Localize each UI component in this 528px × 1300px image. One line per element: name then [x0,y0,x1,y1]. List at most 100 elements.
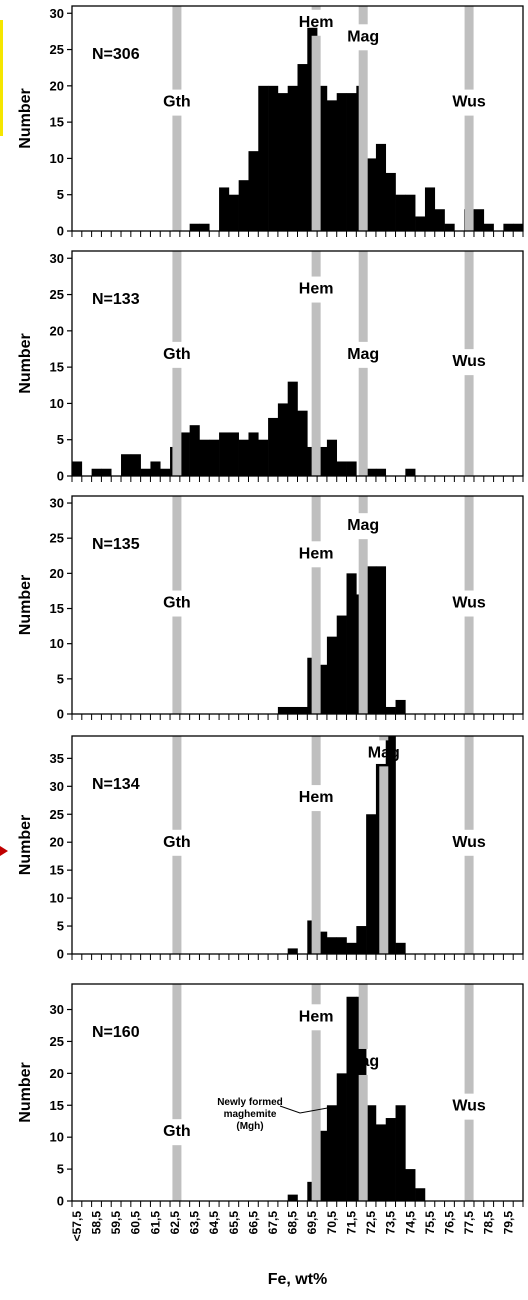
phase-band-hem [311,6,321,10]
histogram-bar [179,432,190,476]
histogram-bar [297,706,308,714]
phase-band-mag [379,736,389,741]
histogram-bar [228,432,239,476]
histogram-bar [336,937,347,954]
phase-band-hem [311,35,321,231]
phase-band-mag [358,1074,368,1201]
y-tick-label: 5 [57,1162,64,1177]
histogram-bar [405,468,416,476]
histogram-panel-5: Gth Hem Mag Wus 0 5 10 15 20 25 30 Number N=160 Newly… [17,983,524,1209]
phase-band-gth [172,251,182,342]
histogram-bar [336,461,347,476]
phase-label-hem: Hem [299,545,334,562]
y-tick-label: 15 [50,1098,64,1113]
panel-frame [71,983,524,1202]
y-tick-label: 25 [50,287,64,302]
histogram-bar [415,1188,426,1201]
phase-band-hem [311,811,321,954]
histogram-panel-4: Gth Hem Mag Wus 0 5 10 15 20 25 30 35 Number N=134 [17,735,524,962]
y-tick-label: 20 [50,1066,64,1081]
phase-label-gth: Gth [163,834,191,851]
y-tick-label: 5 [57,671,64,686]
y-tick-label: 25 [50,807,64,822]
histogram-bar [317,664,328,714]
histogram-bar [336,615,347,714]
x-tick-label: 59,5 [109,1211,123,1235]
phase-band-gth [172,616,182,714]
sample-count-label: N=306 [92,46,140,63]
histogram-bar [91,468,102,476]
maghemite-annotation-text: Newly formed [217,1097,283,1108]
histogram-bar [346,573,357,714]
x-tick-label: 62,5 [168,1211,182,1235]
histogram-bar [366,468,377,476]
histogram-bar [375,1124,387,1201]
histogram-bar [101,468,112,476]
x-tick-label: 61,5 [148,1211,162,1235]
phase-band-wus [464,375,474,476]
phase-band-hem [311,984,321,1005]
phase-band-hem [311,496,321,542]
y-tick-label: 30 [50,251,64,266]
phase-band-gth [172,736,182,830]
phase-label-wus: Wus [452,1098,486,1115]
histogram-bar [346,942,357,954]
x-tick-label: 67,5 [266,1211,280,1235]
y-tick-label: 0 [57,947,64,962]
y-tick-label: 10 [50,1130,64,1145]
histogram-bar [503,223,514,231]
histogram-panel-1: Gth Hem Mag Wus 0 5 10 15 20 25 30 Number N=306 [17,5,524,239]
histogram-bar [248,151,259,231]
y-tick-label: 0 [57,469,64,484]
y-tick-label: 5 [57,919,64,934]
histogram-bar [366,566,377,714]
histogram-panel-3: Gth Hem Mag Wus 0 5 10 15 20 25 30 Number N=135 [17,495,524,722]
x-tick-label: 64,5 [207,1211,221,1235]
phase-band-mag [379,766,389,954]
histogram-bar [326,100,338,231]
phase-label-hem: Hem [299,14,334,31]
histogram-bar [395,1105,406,1201]
phase-band-gth [172,1145,182,1201]
x-tick-label: 72,5 [364,1211,378,1235]
histogram-bar [424,187,436,231]
histogram-bar [199,223,210,231]
histogram-bar [258,85,269,231]
left-margin-yellow-mark [0,20,3,136]
sample-count-label: N=133 [92,291,140,308]
phase-band-gth [172,367,182,476]
histogram-bar [209,439,220,476]
y-tick-label: 5 [57,432,64,447]
histogram-bar [336,1073,347,1201]
phase-label-mag: Mag [368,744,400,761]
phase-band-hem [311,251,321,277]
y-tick-label: 10 [50,396,64,411]
phase-band-gth [172,115,182,231]
y-tick-label: 10 [50,891,64,906]
histogram-bar [150,461,161,476]
phase-label-wus: Wus [452,595,486,612]
x-tick-label: 60,5 [129,1211,143,1235]
histogram-bar [258,439,269,476]
phase-label-hem: Hem [299,789,334,806]
phase-band-wus [464,855,474,954]
y-tick-label: 5 [57,187,64,202]
y-tick-label: 15 [50,360,64,375]
phase-label-wus: Wus [452,94,486,111]
y-tick-label: 0 [57,707,64,722]
histogram-bar [473,209,485,231]
histogram-bar [228,194,239,231]
y-tick-label: 15 [50,601,64,616]
phase-band-wus [464,736,474,830]
histogram-bar [385,1118,396,1201]
histogram-bar [366,1105,377,1201]
phase-band-wus [464,496,474,591]
histogram-bar [326,1105,338,1201]
histogram-bar [405,1169,416,1201]
histogram-bar [277,706,288,714]
histogram-bar [277,403,288,476]
y-axis-label: Number [17,88,34,148]
phase-label-mag: Mag [347,1053,379,1070]
x-tick-label: 66,5 [246,1211,260,1235]
